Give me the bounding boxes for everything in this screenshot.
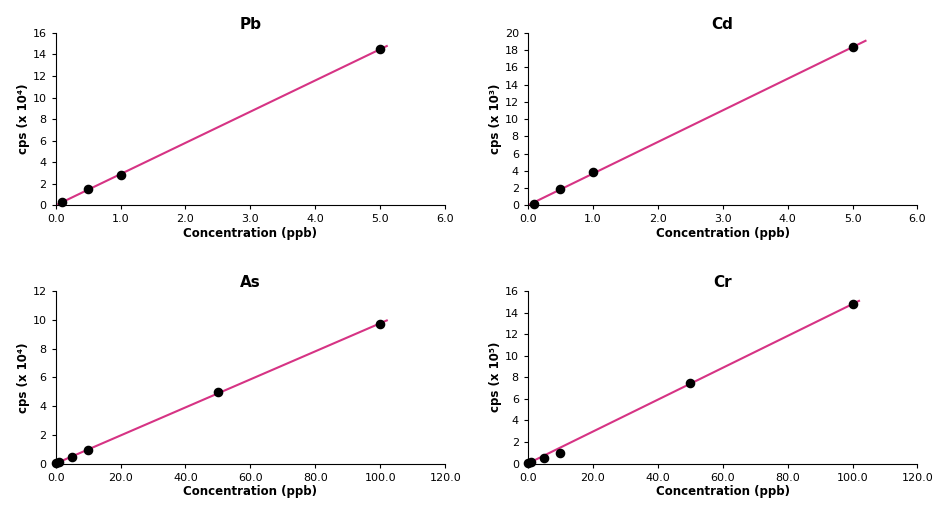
Y-axis label: cps (x 10⁴): cps (x 10⁴) — [17, 84, 29, 154]
Y-axis label: cps (x 10³): cps (x 10³) — [489, 84, 502, 154]
Point — [372, 45, 388, 53]
Title: Cr: Cr — [713, 275, 732, 290]
Point — [585, 167, 600, 176]
Title: Cd: Cd — [712, 16, 733, 31]
Point — [81, 445, 96, 454]
Point — [553, 449, 568, 457]
Point — [682, 379, 697, 387]
X-axis label: Concentration (ppb): Concentration (ppb) — [656, 227, 789, 240]
Point — [537, 454, 552, 462]
Point — [54, 198, 69, 206]
Point — [845, 43, 860, 52]
Title: Pb: Pb — [239, 16, 261, 31]
Point — [523, 458, 539, 466]
X-axis label: Concentration (ppb): Concentration (ppb) — [183, 227, 317, 240]
Title: As: As — [240, 275, 261, 290]
Point — [65, 453, 80, 461]
Point — [48, 459, 64, 467]
Point — [845, 300, 860, 308]
Y-axis label: cps (x 10⁴): cps (x 10⁴) — [17, 342, 29, 413]
Point — [553, 185, 568, 194]
Point — [81, 185, 96, 193]
Point — [372, 320, 388, 328]
Point — [210, 387, 225, 396]
Point — [51, 458, 66, 466]
Point — [526, 200, 542, 209]
X-axis label: Concentration (ppb): Concentration (ppb) — [656, 485, 789, 499]
Y-axis label: cps (x 10⁵): cps (x 10⁵) — [489, 342, 502, 413]
Point — [113, 171, 128, 179]
Point — [521, 459, 536, 467]
X-axis label: Concentration (ppb): Concentration (ppb) — [183, 485, 317, 499]
